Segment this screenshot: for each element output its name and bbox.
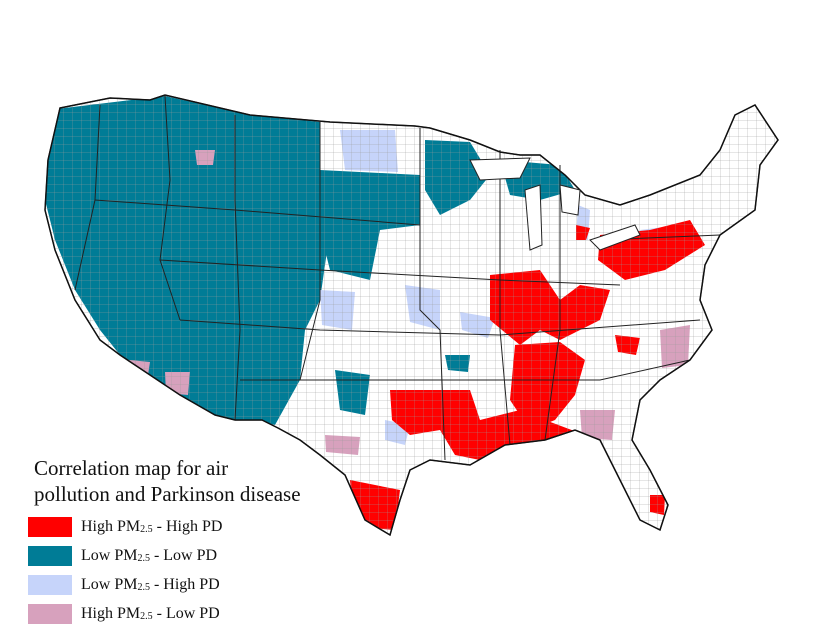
legend-swatch bbox=[28, 546, 72, 566]
great-lakes bbox=[469, 157, 641, 251]
legend-title-line1: Correlation map for air bbox=[34, 456, 229, 480]
legend: High PM2.5 - High PD Low PM2.5 - Low PD … bbox=[28, 516, 222, 632]
legend-label: Low PM2.5 - High PD bbox=[81, 576, 220, 594]
legend-label-suffix: - High PD bbox=[149, 576, 220, 593]
state-borders bbox=[74, 95, 721, 461]
legend-swatch bbox=[28, 517, 72, 537]
legend-label-sub: 2.5 bbox=[140, 524, 153, 535]
legend-item-high-high: High PM2.5 - High PD bbox=[28, 516, 222, 538]
legend-label-sub: 2.5 bbox=[137, 582, 150, 593]
legend-label-suffix: - Low PD bbox=[152, 605, 220, 622]
legend-label: High PM2.5 - Low PD bbox=[81, 605, 220, 623]
us-outline bbox=[44, 94, 779, 537]
legend-title: Correlation map for air pollution and Pa… bbox=[34, 455, 354, 507]
legend-label-prefix: Low PM bbox=[81, 576, 138, 593]
legend-item-high-low: High PM2.5 - Low PD bbox=[28, 603, 222, 625]
legend-item-low-low: Low PM2.5 - Low PD bbox=[28, 545, 222, 567]
legend-label-sub: 2.5 bbox=[137, 553, 150, 564]
legend-swatch bbox=[28, 604, 72, 624]
legend-title-line2: pollution and Parkinson disease bbox=[34, 482, 301, 506]
legend-label: High PM2.5 - High PD bbox=[81, 518, 222, 536]
legend-label-suffix: - High PD bbox=[152, 518, 223, 535]
legend-label-prefix: Low PM bbox=[81, 547, 138, 564]
legend-item-low-high: Low PM2.5 - High PD bbox=[28, 574, 222, 596]
legend-label-sub: 2.5 bbox=[140, 611, 153, 622]
legend-label-prefix: High PM bbox=[81, 605, 141, 622]
legend-label: Low PM2.5 - Low PD bbox=[81, 547, 217, 565]
legend-swatch bbox=[28, 575, 72, 595]
legend-label-suffix: - Low PD bbox=[149, 547, 218, 564]
legend-label-prefix: High PM bbox=[81, 518, 141, 535]
